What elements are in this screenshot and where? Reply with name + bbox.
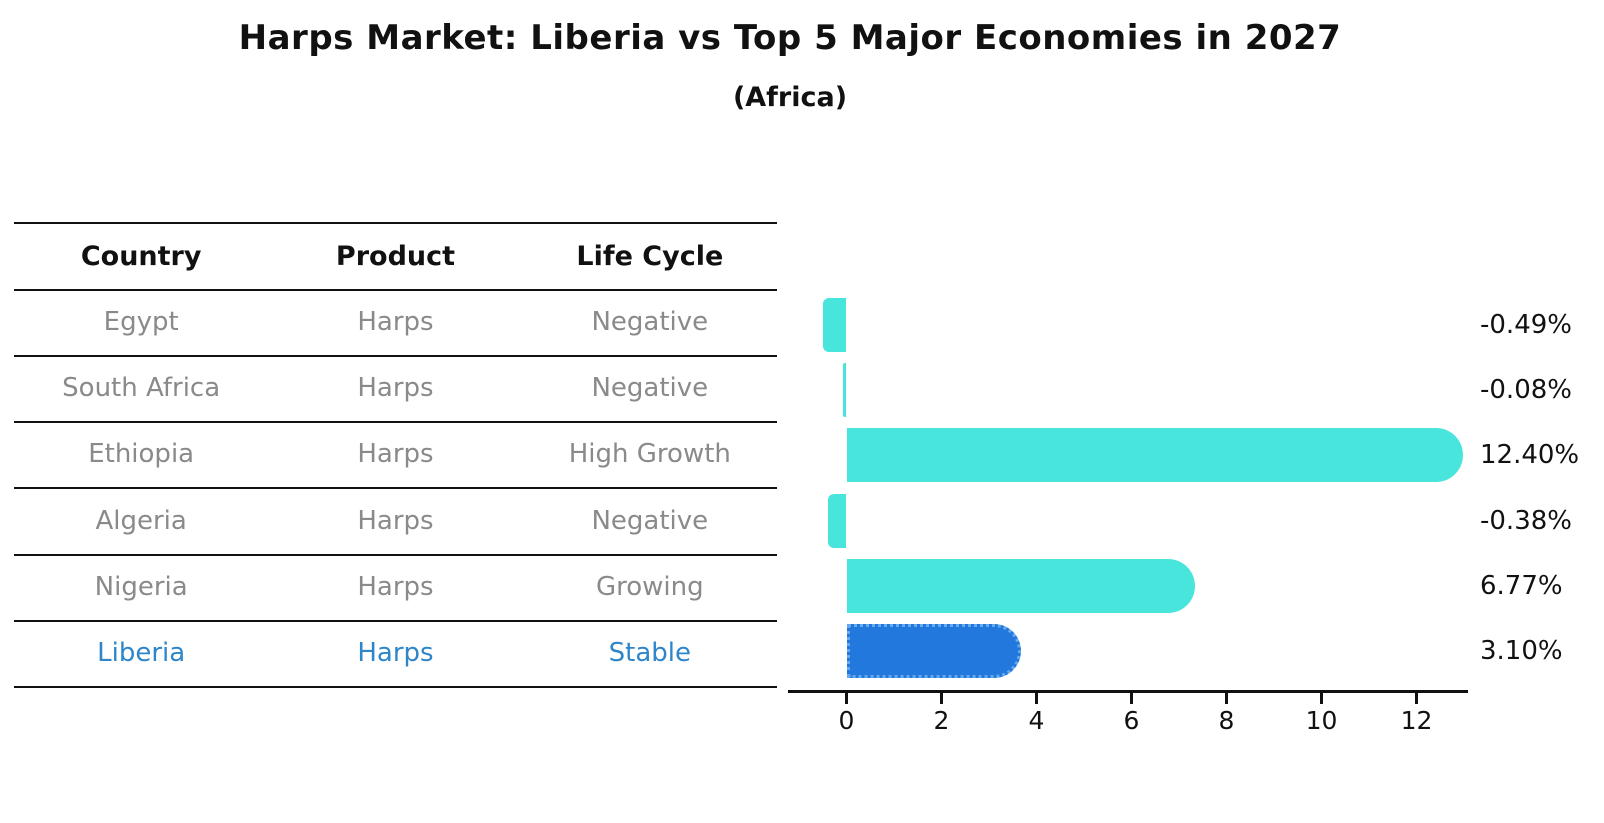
x-axis-tick-label: 8	[1218, 706, 1235, 735]
bar-value-label-liberia: 3.10%	[1480, 636, 1563, 666]
table-rule-bottom	[14, 686, 777, 688]
cell-country: Egypt	[103, 307, 179, 337]
bar-ethiopia	[846, 428, 1463, 482]
cell-product: Harps	[357, 373, 434, 403]
table-row-algeria: Algeria Harps Negative	[14, 487, 777, 554]
x-axis-tick	[1415, 693, 1418, 704]
table-row-south-africa: South Africa Harps Negative	[14, 355, 777, 421]
cell-product: Harps	[357, 307, 434, 337]
table-row-nigeria: Nigeria Harps Growing	[14, 554, 777, 620]
cell-country: Ethiopia	[88, 439, 195, 469]
cell-life-cycle: Growing	[595, 572, 704, 602]
x-axis-tick	[1130, 693, 1133, 704]
cell-life-cycle: High Growth	[568, 439, 731, 469]
chart-subtitle: (Africa)	[732, 82, 848, 113]
bar-algeria	[828, 494, 847, 548]
bar-value-label-south-africa: -0.08%	[1480, 375, 1572, 405]
table-rule	[14, 421, 777, 423]
cell-country: Nigeria	[94, 572, 188, 602]
bar-egypt	[823, 298, 847, 352]
table-row-liberia: Liberia Harps Stable	[14, 620, 777, 686]
cell-country: South Africa	[62, 373, 221, 403]
cell-life-cycle: Negative	[591, 307, 709, 337]
cell-country: Liberia	[97, 638, 186, 668]
table-row-egypt: Egypt Harps Negative	[14, 289, 777, 355]
x-axis-tick-label: 4	[1028, 706, 1045, 735]
table-header-row: Country Product Life Cycle	[14, 224, 777, 289]
x-axis-tick	[1035, 693, 1038, 704]
bar-south-africa	[842, 363, 847, 417]
cell-product: Harps	[357, 505, 434, 536]
bar-value-label-ethiopia: 12.40%	[1480, 440, 1580, 470]
x-axis-tick	[845, 693, 848, 704]
bar-value-label-nigeria: 6.77%	[1480, 571, 1563, 601]
x-axis-tick	[1320, 693, 1323, 704]
cell-life-cycle: Negative	[591, 505, 709, 536]
table-rule	[14, 355, 777, 357]
cell-product: Harps	[357, 638, 434, 668]
table-rule-top	[14, 222, 777, 224]
bar-value-label-algeria: -0.38%	[1480, 506, 1572, 536]
x-axis-tick-label: 0	[838, 706, 855, 735]
bar-nigeria	[846, 559, 1196, 613]
table-rule	[14, 620, 777, 622]
cell-life-cycle: Negative	[591, 373, 709, 403]
bar-value-label-egypt: -0.49%	[1480, 310, 1572, 340]
table-rule	[14, 487, 777, 489]
x-axis-tick-label: 10	[1305, 706, 1338, 735]
column-header-life-cycle: Life Cycle	[576, 241, 724, 272]
cell-life-cycle: Stable	[608, 638, 691, 668]
chart-title: Harps Market: Liberia vs Top 5 Major Eco…	[238, 18, 1342, 58]
x-axis-tick-label: 12	[1400, 706, 1433, 735]
column-header-country: Country	[80, 241, 202, 272]
x-axis-tick-label: 6	[1123, 706, 1140, 735]
x-axis-tick	[1225, 693, 1228, 704]
x-axis-tick	[940, 693, 943, 704]
cell-product: Harps	[357, 439, 434, 469]
bar-liberia	[846, 624, 1021, 678]
column-header-product: Product	[335, 241, 456, 272]
x-axis-line	[788, 690, 1468, 693]
table-row-ethiopia: Ethiopia Harps High Growth	[14, 421, 777, 487]
x-axis-tick-label: 2	[933, 706, 950, 735]
cell-product: Harps	[357, 572, 434, 602]
table-rule-header	[14, 289, 777, 291]
cell-country: Algeria	[95, 505, 187, 536]
table-rule	[14, 554, 777, 556]
